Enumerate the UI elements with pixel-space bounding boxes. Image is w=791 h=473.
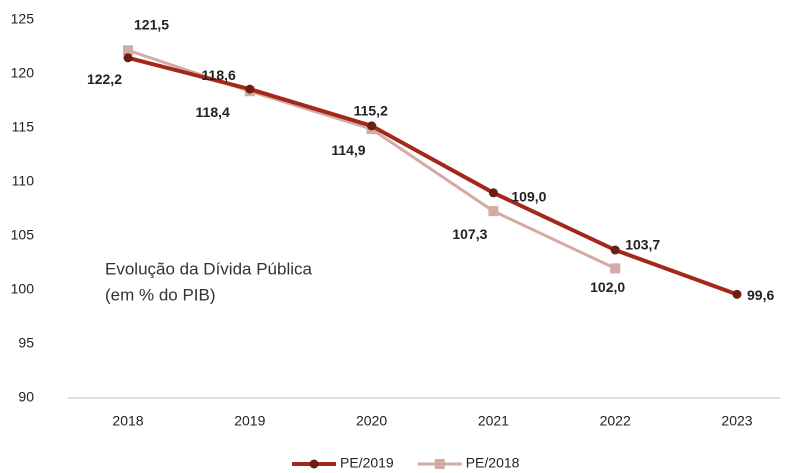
point bbox=[123, 53, 133, 63]
data-label: 118,6 bbox=[202, 67, 236, 83]
data-label: 114,9 bbox=[331, 142, 365, 158]
y-tick-label: 110 bbox=[12, 173, 35, 189]
x-tick-label: 2022 bbox=[600, 413, 631, 429]
y-tick-label: 125 bbox=[11, 11, 35, 27]
y-tick-label: 115 bbox=[12, 119, 35, 135]
x-tick-label: 2020 bbox=[356, 413, 387, 429]
annotation: Evolução da Dívida Pública bbox=[105, 259, 313, 278]
y-tick-label: 90 bbox=[18, 389, 34, 405]
point bbox=[488, 206, 499, 217]
point bbox=[245, 84, 255, 94]
y-tick-label: 105 bbox=[11, 227, 35, 243]
x-tick-label: 2023 bbox=[721, 413, 752, 429]
point bbox=[732, 289, 742, 299]
x-tick-label: 2018 bbox=[112, 413, 143, 429]
annotation: (em % do PIB) bbox=[105, 285, 216, 304]
data-label: 115,2 bbox=[354, 103, 388, 119]
x-tick-label: 2021 bbox=[478, 413, 509, 429]
point bbox=[610, 263, 621, 274]
data-label: 118,4 bbox=[196, 104, 230, 120]
series-line bbox=[127, 55, 738, 297]
legend-label: PE/2018 bbox=[466, 455, 520, 471]
data-label: 103,7 bbox=[625, 237, 660, 253]
point bbox=[488, 188, 498, 198]
point bbox=[367, 121, 377, 131]
point bbox=[610, 245, 620, 255]
data-label: 107,3 bbox=[452, 226, 487, 242]
data-label: 122,2 bbox=[87, 71, 122, 87]
data-label: 109,0 bbox=[511, 189, 546, 205]
legend-marker bbox=[309, 459, 319, 469]
point bbox=[123, 45, 133, 56]
legend-marker bbox=[434, 459, 445, 469]
series-line bbox=[127, 48, 616, 270]
legend-label: PE/2019 bbox=[340, 455, 394, 471]
data-label: 102,0 bbox=[590, 279, 625, 295]
data-label: 99,6 bbox=[747, 287, 774, 303]
y-tick-label: 95 bbox=[18, 335, 34, 351]
y-tick-label: 120 bbox=[11, 65, 35, 81]
x-tick-label: 2019 bbox=[234, 413, 265, 429]
data-label: 121,5 bbox=[134, 17, 169, 33]
y-tick-label: 100 bbox=[11, 281, 35, 297]
